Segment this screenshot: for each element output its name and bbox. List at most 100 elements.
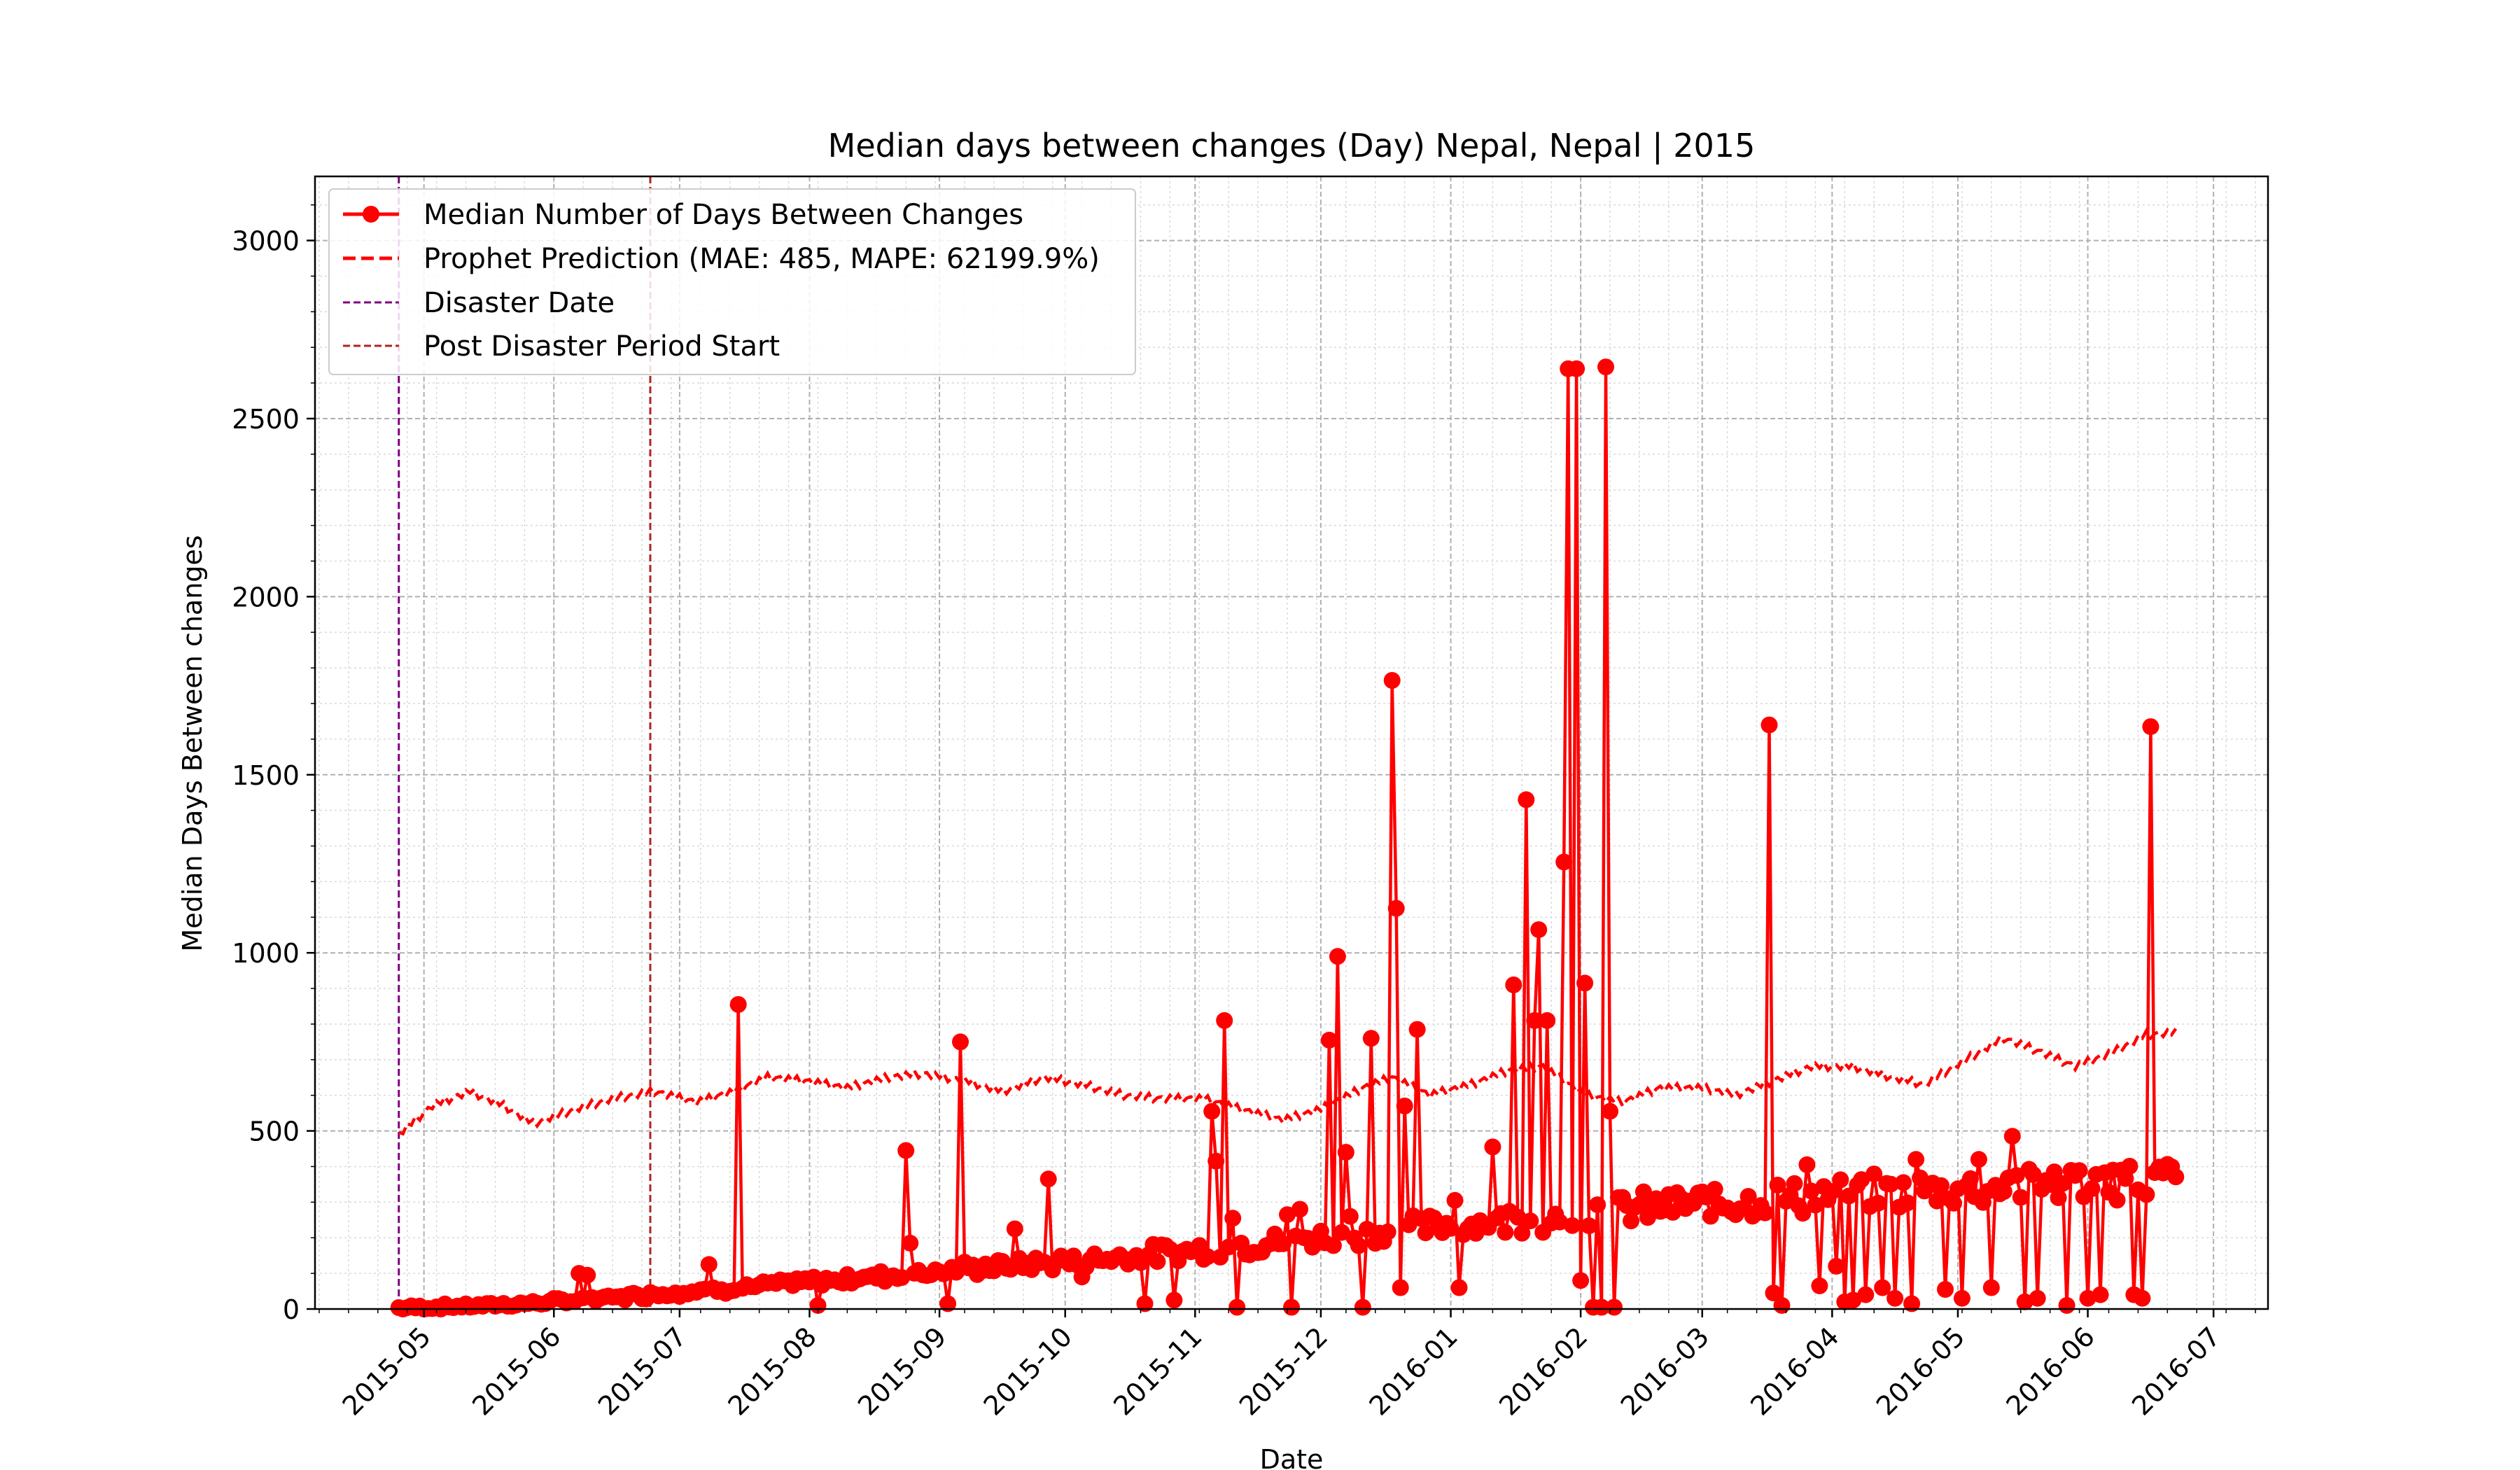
median-point bbox=[1392, 1279, 1409, 1296]
median-point bbox=[1509, 1208, 1527, 1226]
median-point bbox=[2003, 1128, 2021, 1145]
chart-title: Median days between changes (Day) Nepal,… bbox=[828, 127, 1756, 165]
median-point bbox=[1756, 1204, 1774, 1222]
median-point bbox=[1639, 1209, 1656, 1226]
y-tick-label: 500 bbox=[248, 1116, 300, 1147]
median-point bbox=[1853, 1171, 1870, 1189]
median-point bbox=[1446, 1191, 1464, 1209]
median-point bbox=[1844, 1292, 1862, 1309]
median-point bbox=[1203, 1102, 1221, 1120]
median-point bbox=[1786, 1175, 1803, 1192]
median-point bbox=[1513, 1224, 1531, 1242]
median-point bbox=[1823, 1183, 1841, 1200]
y-tick-label: 1000 bbox=[232, 938, 300, 969]
median-point bbox=[1961, 1170, 1979, 1187]
median-point bbox=[1828, 1257, 1845, 1275]
median-point bbox=[700, 1256, 718, 1273]
median-point bbox=[1337, 1144, 1354, 1161]
median-point bbox=[1899, 1194, 1917, 1212]
median-point bbox=[2024, 1166, 2042, 1183]
median-point bbox=[1807, 1196, 1824, 1214]
median-point bbox=[1597, 358, 1614, 376]
median-point bbox=[1383, 672, 1401, 689]
median-point bbox=[2045, 1163, 2063, 1181]
legend-label-disaster: Disaster Date bbox=[424, 287, 615, 319]
median-point bbox=[1664, 1203, 1681, 1221]
median-point bbox=[1484, 1138, 1502, 1156]
median-point bbox=[1572, 1272, 1590, 1289]
median-point bbox=[1329, 948, 1346, 965]
median-point bbox=[1870, 1194, 1887, 1212]
median-point bbox=[1773, 1296, 1791, 1314]
median-point bbox=[1937, 1281, 1954, 1298]
median-point bbox=[2012, 1189, 2029, 1206]
median-point bbox=[1765, 1284, 1782, 1302]
median-point bbox=[1396, 1098, 1413, 1114]
median-point bbox=[1606, 1298, 1623, 1316]
median-point bbox=[1006, 1220, 1023, 1238]
median-point bbox=[1886, 1289, 1904, 1307]
median-point bbox=[1149, 1253, 1166, 1270]
median-point bbox=[1539, 1011, 1556, 1029]
median-point bbox=[1740, 1188, 1757, 1205]
median-point bbox=[1995, 1183, 2012, 1200]
median-point bbox=[2058, 1296, 2076, 1314]
median-point bbox=[1161, 1240, 1179, 1258]
legend-label-post-disaster: Post Disaster Period Start bbox=[424, 330, 780, 363]
median-point bbox=[1593, 1298, 1610, 1316]
median-point bbox=[1518, 791, 1535, 808]
median-point bbox=[1555, 853, 1573, 871]
median-point bbox=[1408, 1021, 1426, 1038]
minor-grid bbox=[315, 176, 2268, 1309]
median-point bbox=[1379, 1223, 1396, 1240]
median-point bbox=[1982, 1279, 2000, 1296]
legend-box bbox=[328, 188, 1136, 375]
median-point bbox=[1522, 1212, 1539, 1230]
median-point bbox=[579, 1266, 596, 1284]
y-tick-label: 0 bbox=[283, 1294, 300, 1325]
legend-label-prophet: Prophet Prediction (MAE: 485, MAPE: 6219… bbox=[424, 243, 1100, 275]
legend: Median Number of Days Between Changes Pr… bbox=[328, 188, 1136, 375]
median-point bbox=[1292, 1200, 1308, 1218]
median-point bbox=[1166, 1292, 1183, 1309]
median-point bbox=[1581, 1217, 1598, 1235]
median-point bbox=[1341, 1208, 1359, 1225]
median-point bbox=[1589, 1196, 1606, 1214]
median-point bbox=[2142, 718, 2160, 736]
median-point bbox=[1216, 1011, 1233, 1029]
median-point bbox=[1832, 1171, 1849, 1189]
median-series bbox=[390, 358, 2185, 1317]
median-point bbox=[2092, 1286, 2109, 1303]
median-point bbox=[1354, 1298, 1371, 1316]
y-tick-label: 2000 bbox=[232, 582, 300, 612]
median-point bbox=[1702, 1208, 1719, 1225]
median-point bbox=[1530, 921, 1548, 939]
median-point bbox=[2121, 1158, 2138, 1175]
median-point bbox=[2138, 1186, 2155, 1203]
median-point bbox=[1279, 1206, 1296, 1224]
median-point bbox=[1928, 1192, 1945, 1210]
median-point bbox=[2054, 1175, 2071, 1192]
median-point bbox=[1283, 1298, 1300, 1316]
median-point bbox=[2016, 1293, 2033, 1310]
median-point bbox=[1220, 1238, 1238, 1256]
median-point bbox=[1794, 1205, 1812, 1222]
median-point bbox=[1602, 1102, 1618, 1120]
median-point bbox=[1874, 1279, 1891, 1296]
median-point bbox=[729, 996, 747, 1013]
median-point bbox=[1320, 1031, 1338, 1049]
median-point bbox=[1450, 1279, 1468, 1296]
median-point bbox=[1505, 976, 1522, 993]
median-point bbox=[1895, 1174, 1912, 1191]
median-point bbox=[1802, 1182, 1820, 1200]
median-point bbox=[1040, 1170, 1057, 1188]
median-point bbox=[2134, 1289, 2151, 1307]
y-tick-label: 2500 bbox=[232, 404, 300, 435]
median-point bbox=[1387, 899, 1405, 917]
median-point bbox=[1333, 1224, 1350, 1241]
median-point bbox=[893, 1269, 911, 1286]
legend-marker-median bbox=[363, 206, 379, 223]
plot-frame bbox=[314, 175, 2269, 1310]
median-point bbox=[2041, 1176, 2059, 1194]
